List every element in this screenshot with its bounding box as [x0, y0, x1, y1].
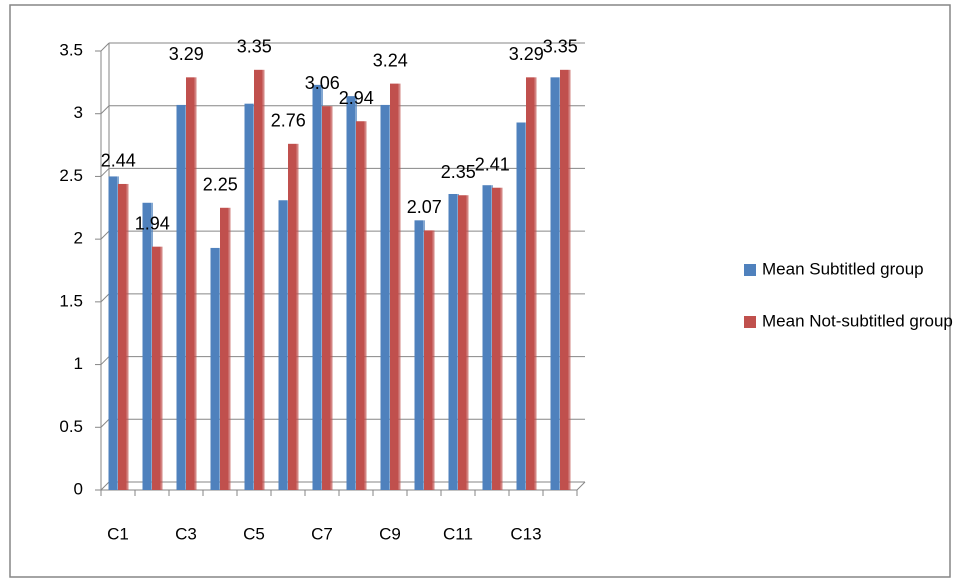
- data-label: 3.35: [237, 37, 272, 57]
- bar: [220, 207, 229, 491]
- grid-depth: [100, 356, 110, 365]
- data-label: 2.94: [339, 88, 374, 108]
- grid-depth: [100, 105, 110, 115]
- bar: [278, 200, 287, 490]
- data-label: 2.76: [271, 111, 306, 131]
- bar-side: [432, 230, 435, 490]
- bar-side: [228, 207, 231, 491]
- bar: [176, 104, 185, 490]
- y-tick-label: 2.5: [59, 166, 83, 185]
- y-tick-label: 0.5: [59, 417, 83, 436]
- bar: [414, 220, 423, 491]
- x-tick-label: C13: [510, 524, 541, 543]
- data-label: 2.41: [475, 154, 510, 174]
- bar: [560, 69, 569, 491]
- x-tick-label: C9: [379, 524, 401, 543]
- bar: [482, 185, 491, 491]
- x-tick-label: C5: [243, 524, 265, 543]
- bar: [142, 202, 151, 491]
- bar: [380, 104, 389, 490]
- bar-side: [296, 143, 299, 490]
- bar-side: [364, 121, 367, 491]
- bar-side: [568, 69, 571, 491]
- x-tick-label: C11: [443, 524, 473, 543]
- bar-side: [398, 83, 401, 491]
- bar: [118, 183, 127, 490]
- bar-side: [330, 106, 333, 490]
- grid-depth: [100, 418, 110, 428]
- grid-depth: [100, 230, 110, 240]
- data-label: 3.24: [373, 50, 408, 70]
- bar: [312, 84, 321, 490]
- y-tick-label: 3.5: [59, 40, 83, 59]
- bar-side: [500, 187, 503, 490]
- x-axis-end: [576, 481, 586, 491]
- bar: [458, 195, 467, 490]
- data-label: 2.07: [407, 197, 442, 217]
- y-tick-label: 1: [74, 354, 83, 373]
- bar-side: [262, 69, 265, 491]
- bar: [288, 143, 297, 490]
- x-tick-label: C3: [175, 524, 197, 543]
- bar: [244, 103, 253, 491]
- data-label: 2.44: [101, 151, 136, 171]
- bar-side: [160, 246, 163, 490]
- bar: [210, 247, 219, 490]
- data-label: 3.29: [169, 44, 204, 64]
- legend-label: Mean Subtitled group: [762, 259, 924, 278]
- bar: [254, 69, 263, 491]
- data-label: 3.35: [543, 37, 578, 57]
- bar: [322, 106, 331, 490]
- bar-side: [466, 195, 469, 490]
- data-label: 1.94: [135, 213, 170, 233]
- bar: [152, 246, 161, 490]
- bar: [390, 83, 399, 491]
- data-label: 3.29: [509, 44, 544, 64]
- grid-depth: [100, 293, 110, 303]
- bar: [108, 176, 117, 490]
- bar: [516, 122, 525, 490]
- y-tick-label: 2: [74, 229, 83, 248]
- bar: [526, 77, 535, 490]
- x-tick-label: C1: [107, 524, 129, 543]
- legend-swatch: [744, 316, 756, 328]
- y-tick-label: 3: [74, 103, 83, 122]
- data-label: 2.35: [441, 162, 476, 182]
- bar: [186, 77, 195, 490]
- bar: [448, 193, 457, 490]
- legend-label: Mean Not-subtitled group: [762, 311, 953, 330]
- bar: [356, 121, 365, 491]
- data-label: 2.25: [203, 175, 238, 195]
- x-tick-label: C7: [311, 524, 333, 543]
- grid-depth: [100, 168, 110, 177]
- data-label: 3.06: [305, 73, 340, 93]
- bar: [424, 230, 433, 490]
- y-tick-label: 1.5: [59, 291, 83, 310]
- grid-depth: [100, 42, 110, 52]
- y-tick-label: 0: [74, 479, 83, 498]
- bar: [550, 77, 559, 490]
- bar-side: [534, 77, 537, 490]
- grid-depth: [100, 481, 110, 491]
- bar-side: [194, 77, 197, 490]
- legend-swatch: [744, 264, 756, 276]
- bar: [346, 96, 355, 490]
- bar-side: [126, 183, 129, 490]
- bar: [492, 187, 501, 490]
